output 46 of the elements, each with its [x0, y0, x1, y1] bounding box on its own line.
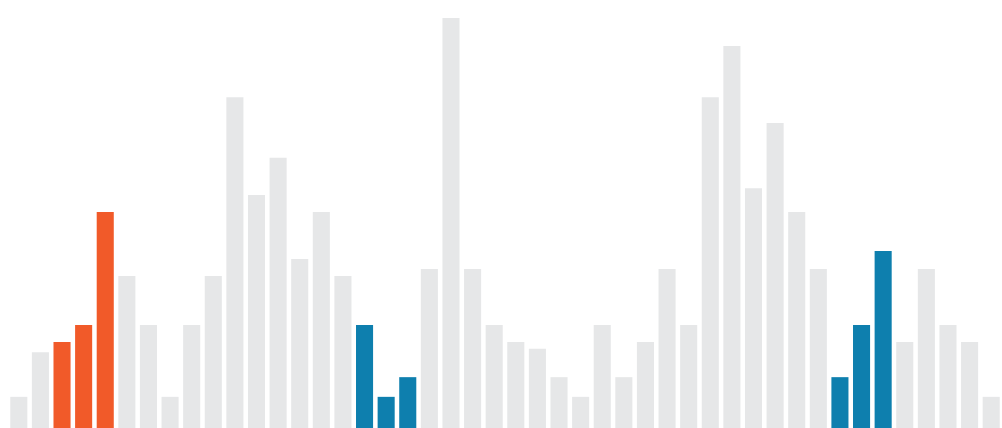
- bar: [961, 341, 979, 428]
- bar: [118, 275, 136, 428]
- bar: [593, 325, 611, 428]
- bar: [615, 377, 633, 428]
- bar: [507, 341, 525, 428]
- bar: [464, 268, 482, 428]
- bar: [485, 325, 503, 428]
- bar: [766, 122, 784, 428]
- bar: [420, 268, 438, 428]
- bar: [96, 211, 114, 428]
- bar: [334, 275, 352, 428]
- bar: [636, 341, 654, 428]
- bar: [723, 45, 741, 428]
- bar: [161, 396, 179, 428]
- bar: [10, 396, 28, 428]
- bar: [312, 211, 330, 428]
- bar: [377, 396, 395, 428]
- bar: [226, 97, 244, 428]
- bar: [680, 325, 698, 428]
- bar: [982, 396, 1000, 428]
- bar: [139, 325, 157, 428]
- bar: [204, 275, 222, 428]
- bar: [53, 341, 71, 428]
- bar: [356, 325, 374, 428]
- bar: [874, 250, 892, 428]
- bar: [550, 377, 568, 428]
- bar: [896, 341, 914, 428]
- bar: [247, 195, 266, 428]
- bar: [853, 325, 871, 428]
- bar: [831, 377, 849, 428]
- bar: [75, 325, 93, 428]
- bar: [701, 97, 719, 428]
- bar: [183, 325, 201, 428]
- bar: [31, 352, 49, 428]
- bar: [917, 268, 935, 428]
- bar: [788, 211, 806, 428]
- bar: [744, 188, 763, 428]
- bar: [658, 268, 676, 428]
- bar: [572, 396, 590, 428]
- bar: [939, 325, 957, 428]
- bar: [528, 348, 546, 428]
- bar: [442, 18, 460, 428]
- bar: [809, 268, 827, 428]
- bar: [291, 259, 309, 428]
- bar: [399, 377, 417, 428]
- bar: [269, 157, 287, 428]
